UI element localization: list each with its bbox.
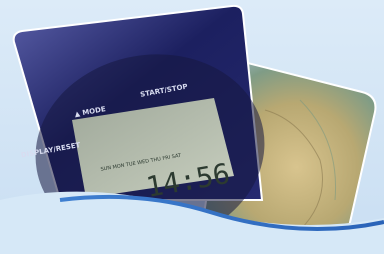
- page: {"photo_texts": {"mode": "▲ MODE", "star…: [0, 0, 384, 254]
- scene: ▲ MODE START/STOP DISPLAY/RESET SUN MON …: [0, 0, 384, 254]
